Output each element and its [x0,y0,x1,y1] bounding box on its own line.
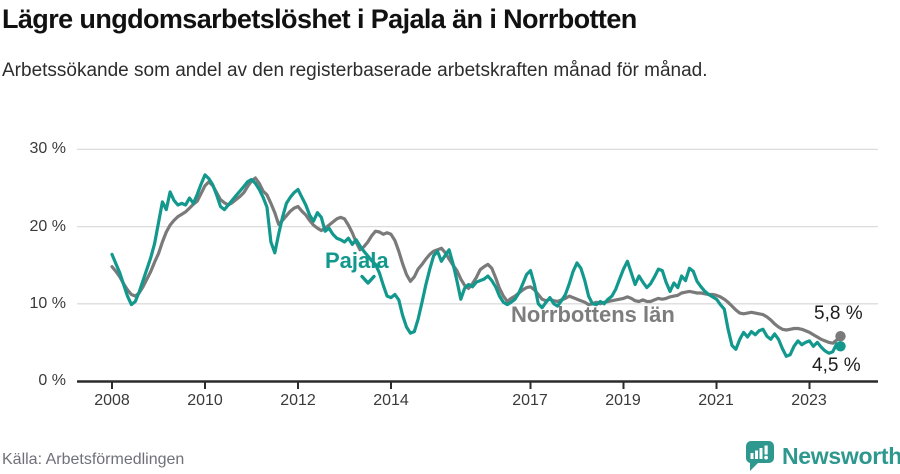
x-tick-label-2014: 2014 [373,392,409,409]
series-label-pajala: Pajala [325,248,389,273]
x-tick-label-2023: 2023 [791,392,827,409]
norrbotten-line [110,176,843,345]
norrbotten-end-dot [835,331,846,342]
chevron-down-icon [360,274,376,285]
end-value-pajala: 4,5 % [812,355,861,376]
series-layer [110,173,846,358]
y-tick-label-30: 30 % [29,140,66,157]
gridlines [77,148,878,305]
x-tick-label-2010: 2010 [187,392,223,409]
pajala-end-dot [835,341,846,352]
page-title: Lägre ungdomsarbetslöshet i Pajala än i … [2,4,637,34]
x-tick-label-2012: 2012 [280,392,316,409]
y-tick-label-20: 20 % [29,218,66,235]
newsworthy-wordmark: Newsworthy [782,442,900,469]
x-tick-label-2008: 2008 [94,392,130,409]
series-label-norrbotten: Norrbottens län [511,302,675,327]
y-tick-label-0: 0 % [38,372,66,389]
x-tick-label-2017: 2017 [512,392,548,409]
page-subtitle: Arbetssökande som andel av den registerb… [2,60,708,81]
bar-chart-bubble-icon [746,441,774,471]
newsworthy-logo: Newsworthy [744,440,900,472]
y-tick-label-10: 10 % [29,295,66,312]
pajala-line [110,173,843,358]
x-tick-label-2021: 2021 [698,392,734,409]
x-tick-label-2019: 2019 [605,392,641,409]
end-value-norrbotten: 5,8 % [814,303,863,324]
x-axis-ticks [111,381,811,389]
source-note: Källa: Arbetsförmedlingen [2,451,185,468]
